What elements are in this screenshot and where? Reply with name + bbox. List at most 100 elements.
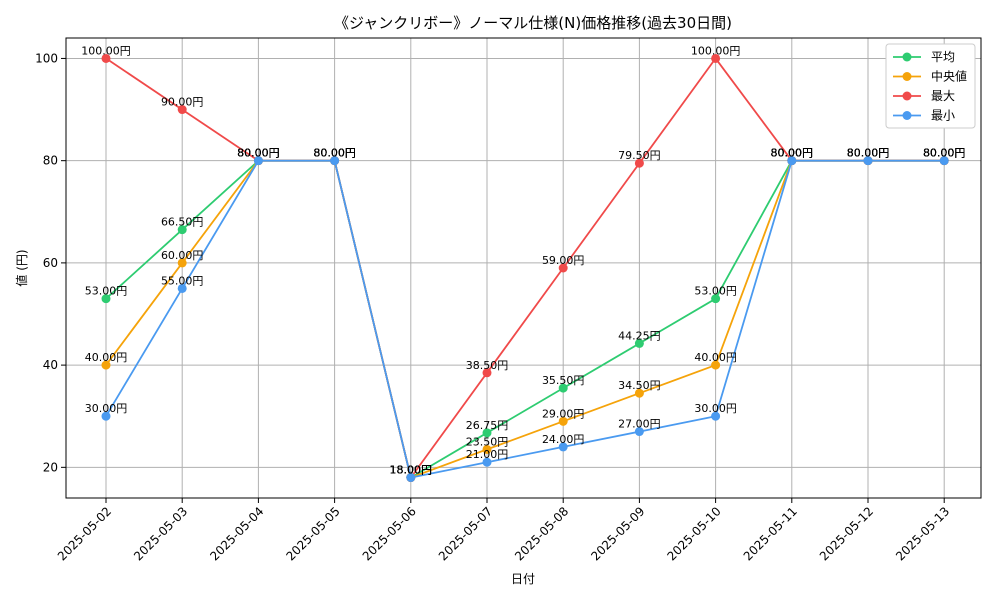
data-label: 18.00円 xyxy=(390,464,433,477)
legend-marker xyxy=(902,52,912,62)
data-point xyxy=(330,156,340,166)
data-label: 80.00円 xyxy=(923,147,966,160)
data-label: 29.00円 xyxy=(542,407,585,420)
data-label: 80.00円 xyxy=(847,147,890,160)
data-label: 53.00円 xyxy=(85,285,128,298)
data-label: 90.00円 xyxy=(161,96,204,109)
legend-label: 最大 xyxy=(931,89,955,103)
data-label: 66.50円 xyxy=(161,216,204,229)
data-point xyxy=(634,388,644,398)
data-point xyxy=(863,156,873,166)
y-axis-label: 値 (円) xyxy=(14,249,29,286)
y-tick-label: 20 xyxy=(43,460,58,474)
plot-frame xyxy=(65,37,982,499)
data-label: 80.00円 xyxy=(313,147,356,160)
data-label: 80.00円 xyxy=(847,147,890,160)
data-label: 55.00円 xyxy=(161,274,204,287)
data-label: 80.00円 xyxy=(771,147,814,160)
legend-label: 平均 xyxy=(931,50,955,64)
data-point xyxy=(558,416,568,426)
data-label: 80.00円 xyxy=(313,147,356,160)
data-label: 80.00円 xyxy=(771,147,814,160)
x-axis-label: 日付 xyxy=(511,572,535,586)
data-label: 80.00円 xyxy=(923,147,966,160)
data-point xyxy=(711,53,721,63)
data-label: 59.00円 xyxy=(542,254,585,267)
data-label: 80.00円 xyxy=(923,147,966,160)
data-label: 44.25円 xyxy=(618,329,661,342)
series-layer xyxy=(101,53,949,483)
data-point xyxy=(634,427,644,437)
legend-marker xyxy=(902,111,912,120)
data-point xyxy=(711,360,721,370)
data-point xyxy=(177,225,187,235)
data-label: 80.00円 xyxy=(771,147,814,160)
data-label: 35.50円 xyxy=(542,374,585,387)
data-point xyxy=(101,294,111,304)
data-label: 100.00円 xyxy=(81,44,131,57)
data-label: 80.00円 xyxy=(237,147,280,160)
y-axis: 20 40 60 80 100 xyxy=(35,51,66,474)
data-labels: 53.00円 66.50円 80.00円 80.00円 18.00円 26.75円 35.5… xyxy=(81,44,965,476)
data-point xyxy=(177,258,187,268)
data-point xyxy=(558,383,568,393)
data-label: 80.00円 xyxy=(313,147,356,160)
data-label: 18.00円 xyxy=(390,464,433,477)
data-label: 38.50円 xyxy=(466,359,509,372)
data-point xyxy=(482,457,492,467)
data-label: 80.00円 xyxy=(237,147,280,160)
data-label: 24.00円 xyxy=(542,433,585,446)
series-line xyxy=(105,159,945,479)
legend-label: 最小 xyxy=(931,109,955,123)
data-point xyxy=(406,473,416,483)
data-label: 21.00円 xyxy=(466,448,509,461)
data-label: 23.50円 xyxy=(466,435,509,448)
data-point xyxy=(634,338,644,348)
data-label: 18.00円 xyxy=(390,464,433,477)
data-label: 100.00円 xyxy=(691,44,741,57)
data-point xyxy=(634,158,644,168)
legend-label: 中央値 xyxy=(931,69,967,84)
y-tick-label: 60 xyxy=(43,256,58,270)
data-label: 30.00円 xyxy=(85,402,128,415)
data-label: 27.00円 xyxy=(618,418,661,431)
data-label: 40.00円 xyxy=(694,351,737,364)
data-point xyxy=(482,444,492,454)
legend-box xyxy=(885,43,976,129)
data-point xyxy=(482,368,492,378)
y-tick-label: 40 xyxy=(43,358,58,372)
data-label: 79.50円 xyxy=(618,149,661,162)
data-point xyxy=(558,263,568,273)
data-label: 80.00円 xyxy=(847,147,890,160)
y-tick-label: 80 xyxy=(43,154,58,168)
data-point xyxy=(558,442,568,452)
y-tick-label: 100 xyxy=(35,51,58,65)
data-label: 34.50円 xyxy=(618,379,661,392)
data-point xyxy=(939,156,949,166)
data-label: 80.00円 xyxy=(923,147,966,160)
data-label: 80.00円 xyxy=(771,147,814,160)
chart-title: 《ジャンクリボー》ノーマル仕様(N)価格推移(過去30日間) xyxy=(334,14,732,32)
data-point xyxy=(787,156,797,166)
data-point xyxy=(482,428,492,438)
data-label: 40.00円 xyxy=(85,351,128,364)
data-point xyxy=(101,53,111,63)
data-label: 18.00円 xyxy=(390,464,433,477)
data-point xyxy=(177,283,187,293)
data-label: 80.00円 xyxy=(237,147,280,160)
legend-marker xyxy=(902,72,912,81)
data-label: 80.00円 xyxy=(313,147,356,160)
data-point xyxy=(101,411,111,421)
data-label: 60.00円 xyxy=(161,249,204,262)
data-point xyxy=(101,360,111,370)
data-point xyxy=(253,156,263,166)
data-point xyxy=(711,294,721,304)
data-label: 30.00円 xyxy=(694,402,737,415)
data-label: 80.00円 xyxy=(237,147,280,160)
data-label: 53.00円 xyxy=(694,285,737,298)
legend-marker xyxy=(902,91,912,101)
data-point xyxy=(711,411,721,421)
